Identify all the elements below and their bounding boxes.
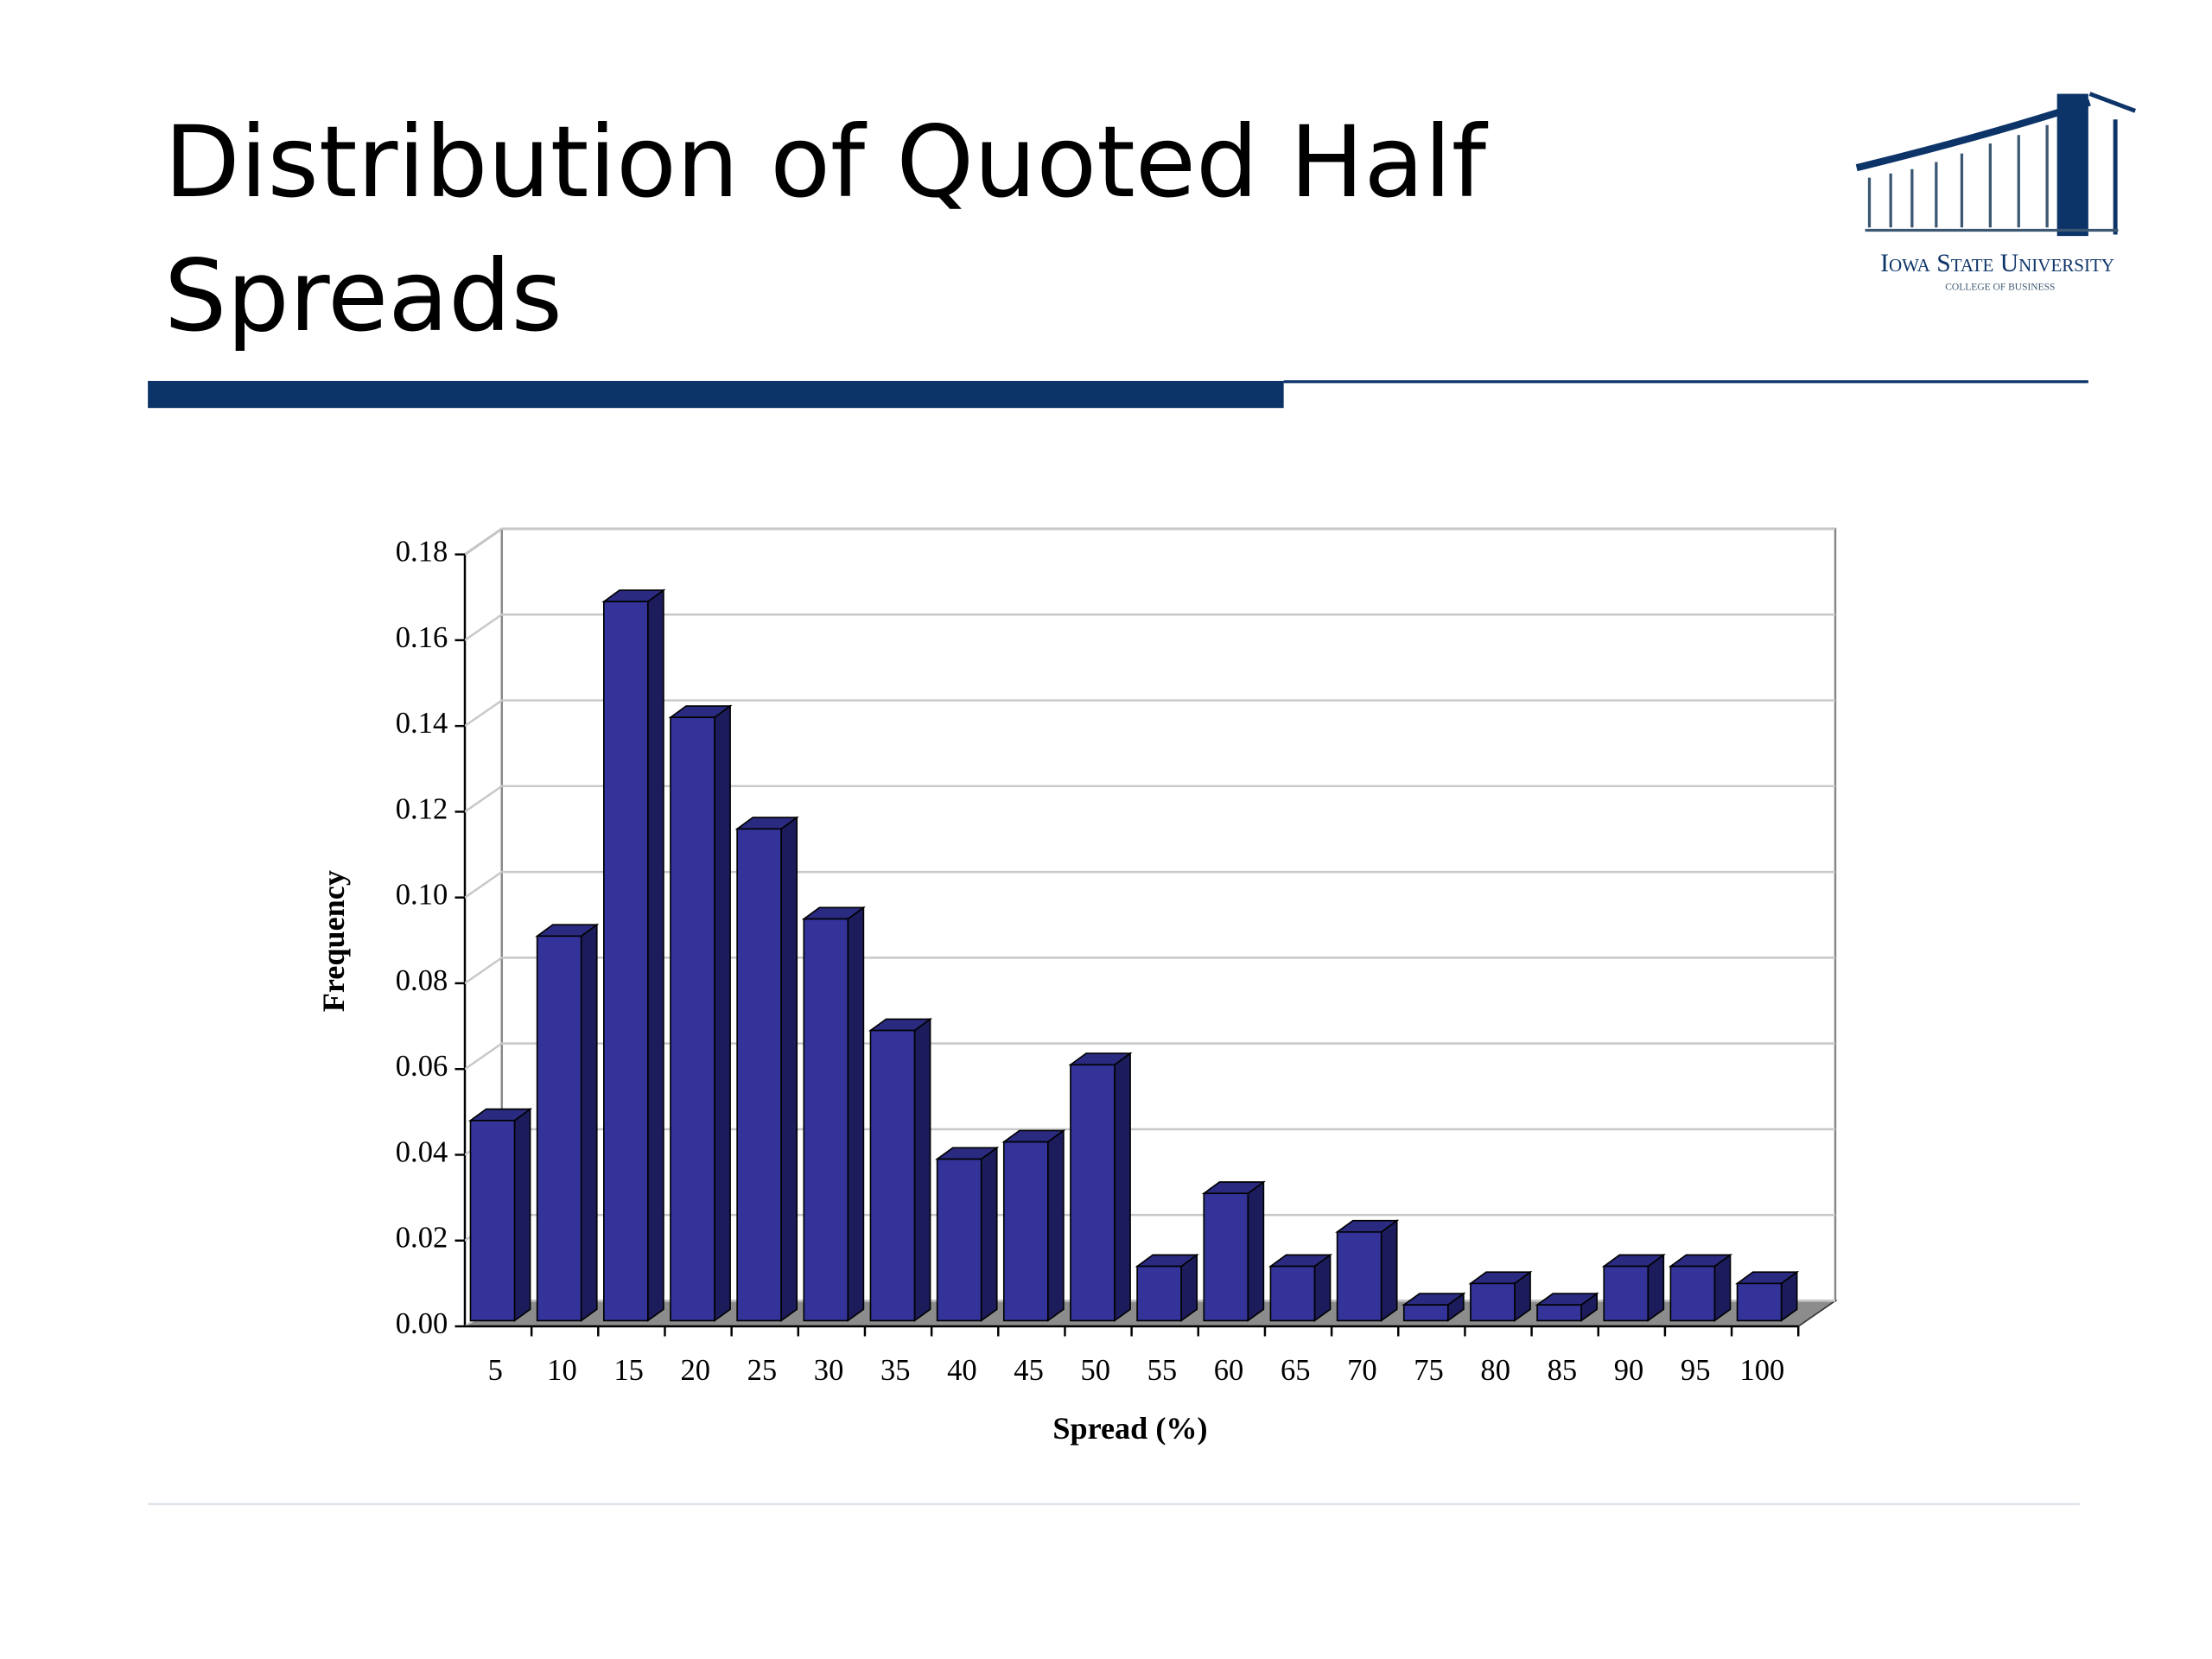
y-tick-label: 0.16: [396, 621, 448, 654]
x-tick-label: 25: [747, 1354, 778, 1387]
grid-line: [464, 527, 1836, 556]
bar: [469, 1119, 516, 1322]
bar: [736, 828, 782, 1322]
y-tick-label: 0.18: [396, 536, 448, 569]
bar-side: [780, 816, 798, 1323]
y-tick-label: 0.14: [396, 707, 448, 740]
x-tick-label: 75: [1414, 1354, 1444, 1387]
bar: [1070, 1064, 1116, 1322]
slide-title: Distribution of Quoted Half Spreads: [164, 105, 1486, 353]
bar: [1669, 1265, 1716, 1322]
bar-side: [1046, 1128, 1065, 1323]
x-tick-label: 45: [1014, 1354, 1044, 1387]
chart: Spread (%) Frequency 0.00 0.02 0.04 0.06 0.0…: [316, 527, 1838, 1446]
bar: [1336, 1231, 1382, 1322]
x-axis-label: Spread (%): [1052, 1411, 1207, 1446]
grid-line: [464, 1042, 1836, 1071]
bar: [936, 1158, 982, 1322]
bar-side: [847, 906, 865, 1323]
bar: [1603, 1265, 1649, 1322]
x-tick-label: 10: [547, 1354, 577, 1387]
bar-side: [913, 1017, 931, 1323]
bar-side: [1114, 1052, 1131, 1323]
bar-side: [646, 588, 664, 1323]
x-tick-label: 30: [814, 1354, 844, 1387]
bar: [1536, 1304, 1582, 1322]
grid-line: [464, 613, 1836, 641]
logo: [1855, 92, 2137, 237]
y-tick-label: 0.06: [396, 1050, 448, 1083]
bar: [1470, 1282, 1516, 1322]
x-tick-label: 100: [1739, 1354, 1784, 1387]
y-tick-label: 0.08: [396, 964, 448, 997]
grid-line: [464, 785, 1836, 813]
x-tick-label: 50: [1080, 1354, 1110, 1387]
title-rule: [148, 380, 1284, 409]
x-tick-label: 5: [488, 1354, 503, 1387]
x-tick-label: 80: [1480, 1354, 1510, 1387]
bar: [803, 918, 849, 1322]
x-tick-label: 85: [1548, 1354, 1578, 1387]
bar-side: [1247, 1180, 1265, 1323]
grid-line: [464, 699, 1836, 728]
bar: [1002, 1141, 1049, 1322]
grid-line: [464, 870, 1836, 899]
x-tick-label: 70: [1347, 1354, 1377, 1387]
x-tick-label: 35: [880, 1354, 911, 1387]
bar-side: [980, 1146, 998, 1323]
bar-side: [1380, 1219, 1398, 1323]
x-tick-label: 65: [1281, 1354, 1311, 1387]
y-tick-label: 0.00: [396, 1307, 448, 1340]
y-tick-label: 0.12: [396, 792, 448, 825]
logo-name: Iowa State University: [1880, 250, 2114, 277]
y-tick-label: 0.02: [396, 1222, 448, 1255]
bar-side: [714, 704, 731, 1323]
bar: [1136, 1265, 1182, 1322]
bar: [602, 601, 649, 1322]
grid-line: [464, 957, 1836, 984]
x-tick-label: 55: [1147, 1354, 1178, 1387]
x-tick-label: 95: [1681, 1354, 1711, 1387]
logo-unit: College of Business: [1945, 283, 2055, 293]
y-tick-label: 0.04: [396, 1135, 448, 1168]
bar-side: [580, 923, 598, 1323]
bar: [869, 1029, 916, 1322]
bar-side: [513, 1108, 531, 1323]
y-tick-label: 0.10: [396, 879, 448, 912]
bar: [1736, 1282, 1783, 1322]
x-tick-label: 20: [680, 1354, 710, 1387]
bar: [670, 716, 715, 1322]
bar: [1203, 1192, 1249, 1322]
bar: [1269, 1265, 1316, 1322]
x-tick-label: 90: [1614, 1354, 1644, 1387]
y-axis-label: Frequency: [316, 870, 351, 1012]
x-tick-label: 60: [1214, 1354, 1244, 1387]
bar: [536, 935, 582, 1322]
bar: [1402, 1304, 1449, 1322]
x-tick-label: 40: [947, 1354, 977, 1387]
x-tick-label: 15: [613, 1354, 644, 1387]
